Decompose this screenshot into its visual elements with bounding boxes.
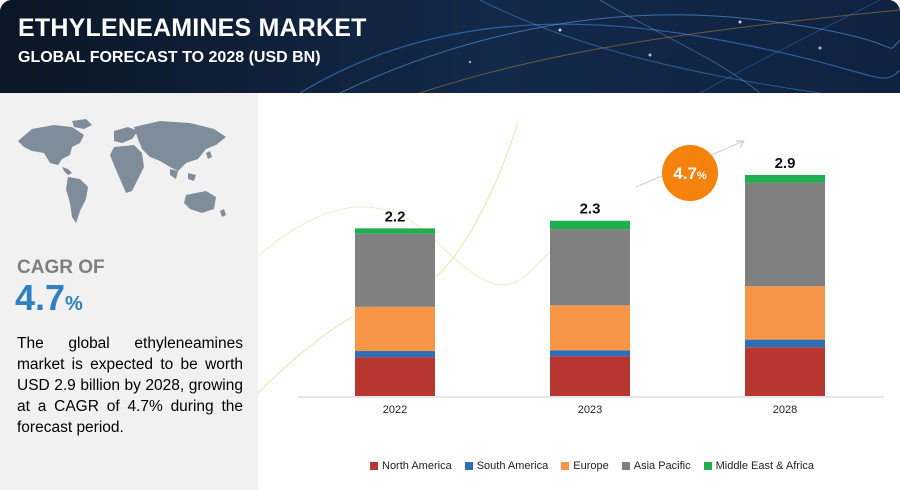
world-map-icon bbox=[18, 119, 226, 223]
chart-bars bbox=[355, 175, 825, 396]
legend-item: Europe bbox=[561, 460, 609, 472]
chart-legend: North America South America Europe Asia Pac… bbox=[370, 460, 827, 472]
legend-swatch bbox=[561, 462, 570, 470]
cagr-badge-number: 4.7 bbox=[673, 164, 697, 183]
legend-swatch bbox=[464, 462, 473, 470]
bar-segment-middle-east-africa bbox=[745, 175, 825, 183]
bar-segment-north-america bbox=[745, 347, 825, 396]
legend-swatch bbox=[703, 462, 712, 470]
x-tick-label: 2028 bbox=[773, 404, 797, 416]
bar-segment-europe bbox=[745, 286, 825, 340]
legend-item: Middle East & Africa bbox=[703, 460, 815, 472]
stacked-bar-chart: 2.2 2022 2.3 2023 2.9 2028 4.7% bbox=[258, 122, 884, 416]
bar-segment-south-america bbox=[355, 351, 435, 358]
cagr-label: CAGR OF bbox=[17, 257, 105, 278]
bar-segment-middle-east-africa bbox=[550, 220, 630, 230]
x-tick-label: 2023 bbox=[578, 404, 602, 416]
bar-segment-asia-pacific bbox=[550, 229, 630, 306]
legend-item: Asia Pacific bbox=[621, 460, 691, 472]
legend-label: North America bbox=[382, 460, 452, 472]
cagr-value: 4.7% bbox=[15, 277, 83, 319]
page-title: ETHYLENEAMINES MARKET bbox=[18, 14, 367, 42]
legend-item: North America bbox=[370, 460, 452, 472]
chart-labels: 2.2 2022 2.3 2023 2.9 2028 bbox=[383, 155, 797, 416]
bar-segment-asia-pacific bbox=[745, 182, 825, 287]
bar-segment-north-america bbox=[550, 356, 630, 396]
bar-segment-south-america bbox=[745, 339, 825, 348]
cagr-unit: % bbox=[65, 293, 83, 315]
legend-swatch bbox=[370, 462, 378, 470]
legend-item: South America bbox=[464, 460, 549, 472]
cagr-badge-text: 4.7% bbox=[673, 164, 707, 183]
bar-total-label: 2.9 bbox=[775, 155, 796, 172]
bar-total-label: 2.3 bbox=[580, 201, 601, 218]
header-background bbox=[0, 0, 900, 93]
cagr-badge bbox=[662, 145, 718, 201]
page-subtitle: GLOBAL FORECAST TO 2028 (USD BN) bbox=[18, 49, 321, 66]
growth-arrow-head bbox=[736, 140, 745, 149]
x-tick-label: 2022 bbox=[383, 404, 407, 416]
market-description: The global ethyleneamines market is expe… bbox=[17, 335, 243, 436]
summary-panel: CAGR OF 4.7% The global ethyleneamines m… bbox=[0, 93, 258, 490]
bar-segment-middle-east-africa bbox=[355, 228, 435, 234]
legend-label: Europe bbox=[573, 460, 609, 472]
bar-segment-europe bbox=[550, 305, 630, 351]
legend-swatch bbox=[621, 462, 630, 470]
legend-label: Middle East & Africa bbox=[715, 460, 815, 472]
cagr-badge-unit: % bbox=[697, 170, 707, 182]
bar-segment-asia-pacific bbox=[355, 233, 435, 307]
bar-segment-south-america bbox=[550, 350, 630, 357]
cagr-number: 4.7 bbox=[15, 277, 66, 318]
bar-segment-north-america bbox=[355, 357, 435, 396]
legend-label: South America bbox=[476, 460, 549, 472]
bar-total-label: 2.2 bbox=[385, 208, 406, 225]
header-banner: ETHYLENEAMINES MARKET GLOBAL FORECAST TO… bbox=[0, 0, 900, 93]
bar-segment-europe bbox=[355, 306, 435, 352]
legend-label: Asia Pacific bbox=[633, 460, 691, 472]
